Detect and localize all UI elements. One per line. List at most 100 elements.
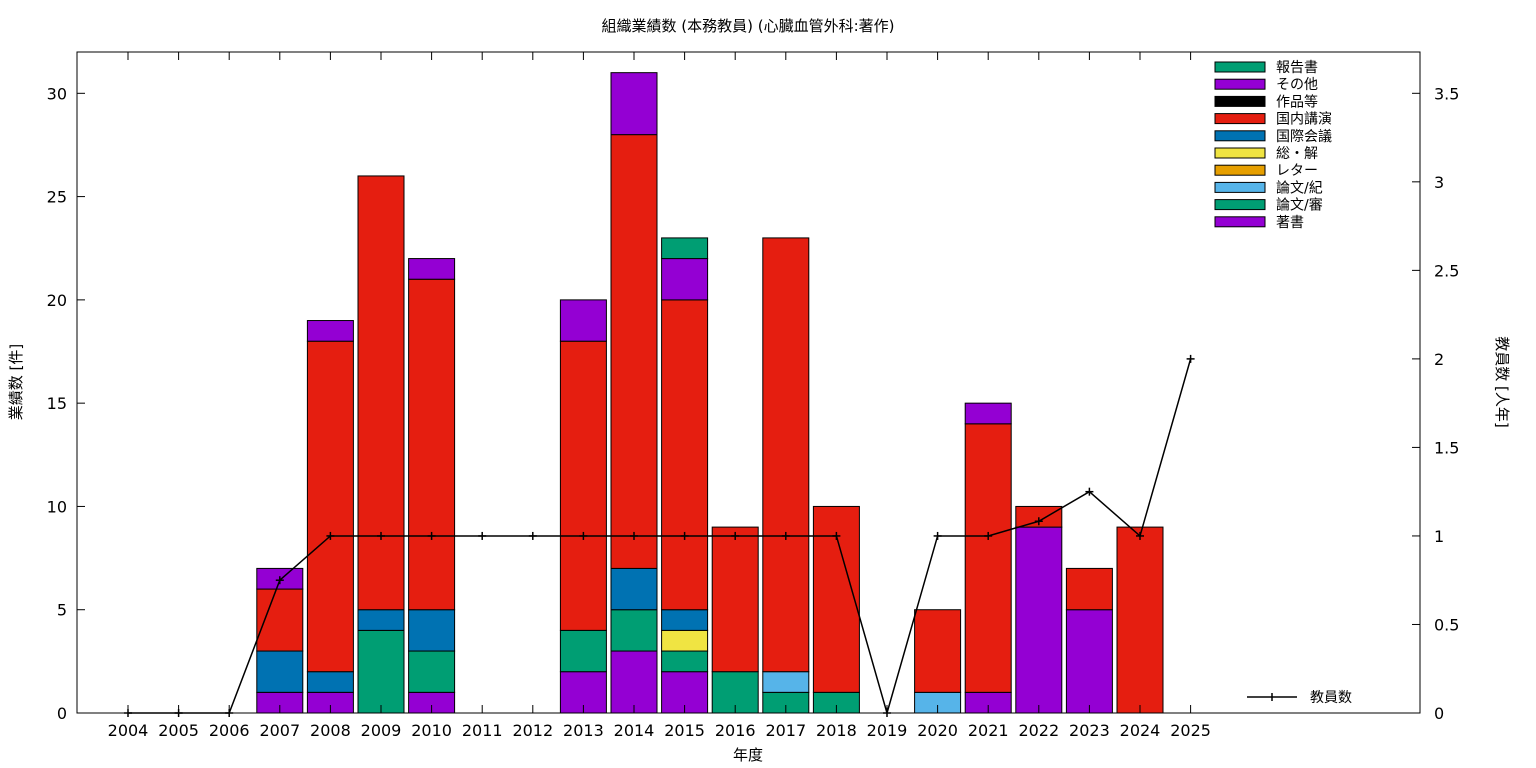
y2-tick-label: 2.5	[1434, 261, 1459, 280]
legend-swatch	[1214, 95, 1266, 107]
legend-label: 論文/審	[1276, 198, 1323, 214]
bar-segment	[408, 609, 456, 652]
x-tick-label: 2018	[816, 721, 857, 740]
legend-swatch	[1214, 181, 1266, 193]
x-tick-label: 2013	[563, 721, 604, 740]
bar-segment	[762, 237, 810, 673]
x-tick-label: 2006	[209, 721, 250, 740]
chart-title: 組織業績数 (本務教員) (心臓血管外科:著作)	[602, 17, 895, 35]
staff-count-point	[630, 531, 638, 540]
legend-label: 国際会議	[1276, 128, 1332, 145]
staff-count-point	[781, 531, 790, 540]
staff-count-point	[680, 531, 689, 540]
bar-segment	[408, 650, 456, 693]
bar-segment	[661, 609, 709, 631]
y-tick-label: 0	[57, 704, 67, 723]
legend-swatch	[1214, 78, 1266, 90]
x-tick-label: 2009	[361, 721, 402, 740]
staff-count-point	[427, 531, 436, 540]
y2-tick-label: 3	[1434, 173, 1444, 192]
bar-segment	[1065, 609, 1113, 714]
bar-segment	[661, 258, 709, 301]
bar-segment	[610, 134, 658, 569]
bar-segment	[559, 340, 607, 631]
y-tick-label: 10	[47, 497, 67, 516]
x-tick-label: 2008	[310, 721, 351, 740]
bar-segment	[914, 609, 962, 693]
bar-segment	[559, 299, 607, 342]
y2-tick-label: 0	[1434, 704, 1444, 723]
bar-segment	[762, 671, 810, 693]
bar-segment	[559, 629, 607, 673]
bar-segment	[610, 567, 658, 611]
y2-axis-label: 教員数 [人年]	[1493, 336, 1511, 427]
bar-segment	[964, 423, 1012, 693]
x-tick-label: 2015	[664, 721, 705, 740]
x-tick-label: 2017	[765, 721, 806, 740]
legend-swatch	[1214, 147, 1266, 159]
x-tick-label: 2024	[1120, 721, 1161, 740]
bar-segment	[357, 175, 405, 611]
x-tick-label: 2011	[462, 721, 503, 740]
x-tick-label: 2007	[259, 721, 300, 740]
x-tick-label: 2010	[411, 721, 452, 740]
x-tick-label: 2012	[512, 721, 553, 740]
bar-segment	[1116, 526, 1164, 714]
y-tick-label: 25	[47, 188, 67, 207]
legend-label: 作品等	[1276, 93, 1318, 110]
staff-count-point	[579, 531, 588, 540]
staff-count-point	[832, 531, 841, 540]
line-legend-label: 教員数	[1310, 690, 1352, 706]
legend-swatch	[1214, 61, 1266, 73]
legend-label: レター	[1276, 163, 1318, 179]
legend-swatch	[1214, 216, 1266, 228]
y-tick-label: 30	[47, 84, 67, 103]
bar-segment	[661, 237, 709, 260]
bar-segment	[661, 299, 709, 611]
x-tick-label: 2019	[867, 721, 908, 740]
bar-segment	[256, 588, 304, 652]
x-tick-label: 2023	[1069, 721, 1110, 740]
x-tick-label: 2022	[1018, 721, 1059, 740]
bar-segment	[357, 609, 405, 631]
x-tick-label: 2005	[158, 721, 199, 740]
x-tick-label: 2016	[715, 721, 756, 740]
staff-count-point	[377, 531, 385, 540]
y-tick-label: 20	[47, 291, 67, 310]
staff-count-point	[1034, 517, 1043, 526]
legend-label: 論文/紀	[1276, 180, 1323, 196]
legend-swatch	[1214, 130, 1266, 142]
staff-count-point	[1136, 531, 1144, 540]
y2-tick-label: 1	[1434, 527, 1444, 546]
bar-segment	[357, 629, 405, 714]
y-axis-label: 業績数 [件]	[7, 344, 25, 420]
bar-segment	[610, 609, 658, 652]
y2-tick-label: 1.5	[1434, 438, 1459, 457]
bar-segment	[610, 72, 658, 136]
y2-tick-label: 0.5	[1434, 615, 1459, 634]
staff-count-point	[528, 531, 537, 540]
bar-segment	[306, 320, 354, 342]
bar-segment	[711, 526, 759, 673]
legend-label: 著書	[1276, 215, 1304, 231]
bar-segment	[661, 629, 709, 652]
legend-label: その他	[1276, 77, 1318, 93]
y2-tick-label: 3.5	[1434, 84, 1459, 103]
x-tick-label: 2004	[108, 721, 149, 740]
bar-segment	[610, 650, 658, 714]
staff-count-point	[326, 531, 335, 540]
y-tick-label: 15	[47, 394, 67, 413]
bar-segment	[964, 402, 1012, 425]
staff-count-line	[128, 358, 1192, 716]
line-legend: 教員数	[1247, 690, 1352, 706]
bar-segment	[1015, 505, 1063, 528]
bar-segment	[306, 340, 354, 673]
legend-label: 国内講演	[1276, 112, 1332, 128]
staff-count-point	[984, 531, 993, 540]
staff-count-point	[478, 531, 487, 540]
staff-count-point	[1186, 354, 1195, 363]
legend-swatch	[1214, 113, 1266, 125]
